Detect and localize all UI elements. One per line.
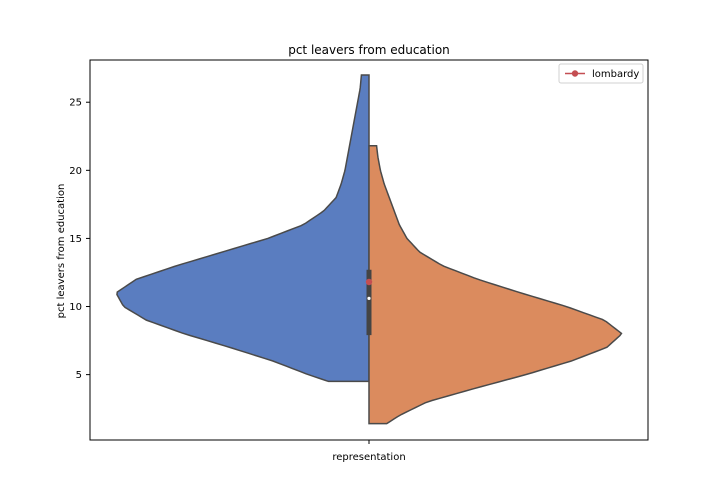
y-tick-label-15: 15 [69, 234, 82, 245]
violin-right-half [368, 145, 623, 425]
x-tick-label-representation: representation [332, 452, 405, 463]
violin-left-half [116, 74, 370, 383]
inner-boxplot [365, 269, 373, 336]
chart-title: pct leavers from education [288, 43, 450, 57]
legend: lombardy [558, 63, 644, 84]
interquartile-box [366, 269, 372, 336]
y-tick-label-5: 5 [76, 370, 82, 381]
legend-marker [571, 70, 579, 77]
y-axis: 5 10 15 20 25 [69, 98, 90, 381]
x-axis: representation [332, 440, 406, 463]
y-tick-label-10: 10 [69, 302, 82, 313]
legend-label: lombardy [592, 69, 639, 80]
y-tick-label-20: 20 [69, 166, 82, 177]
y-axis-label: pct leavers from education [56, 184, 67, 319]
violins [116, 74, 623, 425]
y-tick-label-25: 25 [69, 98, 82, 109]
lombardy-point [365, 278, 373, 286]
median-marker [367, 296, 371, 300]
legend-box [558, 63, 644, 84]
